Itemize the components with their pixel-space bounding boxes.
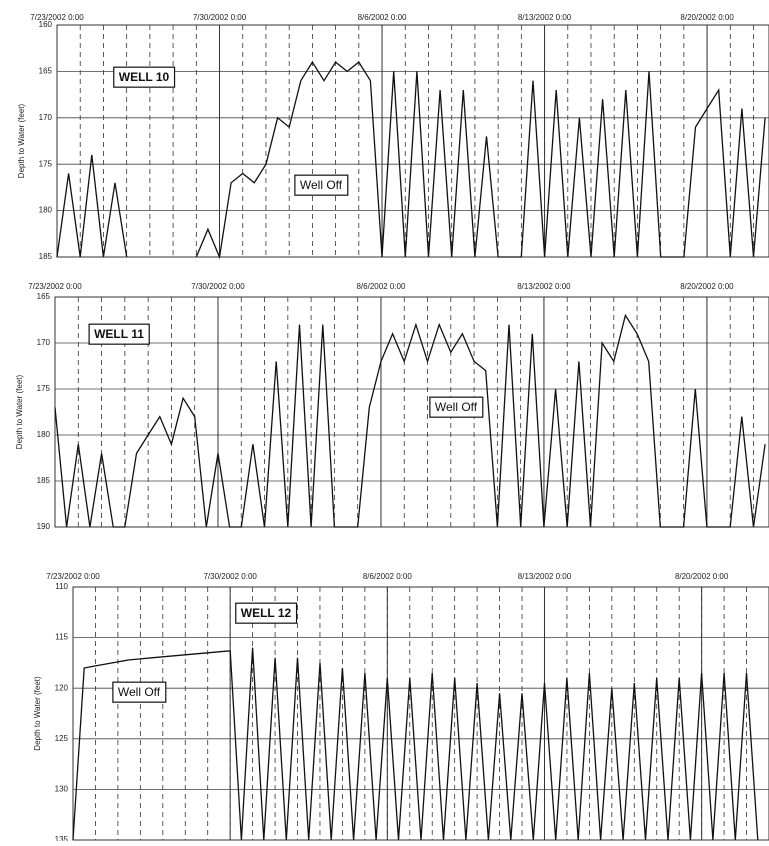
y-axis-title: Depth to Water (feet)	[15, 374, 24, 449]
x-tick-label: 8/20/2002 0:00	[675, 572, 729, 581]
x-tick-label: 7/23/2002 0:00	[30, 13, 84, 22]
well-label: WELL 12	[241, 606, 292, 620]
x-tick-label: 7/23/2002 0:00	[46, 572, 100, 581]
x-tick-label: 8/6/2002 0:00	[358, 13, 407, 22]
x-tick-label: 8/20/2002 0:00	[680, 282, 734, 291]
y-tick-label: 165	[39, 67, 53, 76]
x-tick-label: 7/30/2002 0:00	[193, 13, 247, 22]
y-axis-title: Depth to Water (feet)	[33, 676, 42, 751]
y-tick-label: 175	[37, 384, 51, 393]
y-tick-label: 175	[39, 159, 53, 168]
well-label-box	[235, 602, 298, 624]
y-tick-label: 135	[55, 835, 69, 841]
well-label: WELL 11	[94, 327, 144, 341]
data-line	[72, 647, 759, 841]
plot-frame	[72, 586, 769, 841]
y-tick-label: 185	[39, 252, 53, 261]
x-tick-label: 8/20/2002 0:00	[680, 13, 734, 22]
annotation-box	[112, 681, 167, 703]
y-tick-label: 130	[55, 785, 69, 794]
well-label-box	[113, 66, 176, 88]
x-tick-label: 7/23/2002 0:00	[28, 282, 82, 291]
x-tick-label: 8/6/2002 0:00	[356, 282, 405, 291]
y-tick-label: 120	[55, 683, 69, 692]
y-tick-label: 170	[39, 113, 53, 122]
data-line	[56, 60, 766, 260]
data-line	[54, 313, 766, 528]
x-tick-label: 7/30/2002 0:00	[203, 572, 257, 581]
y-tick-label: 180	[37, 430, 51, 439]
y-axis-title: Depth to Water (feet)	[17, 103, 26, 178]
annotation-box	[429, 396, 484, 418]
x-tick-label: 7/30/2002 0:00	[191, 282, 245, 291]
x-tick-label: 8/13/2002 0:00	[518, 13, 572, 22]
y-tick-label: 185	[37, 476, 51, 485]
well-label: WELL 10	[119, 70, 170, 84]
y-tick-label: 110	[55, 582, 68, 591]
plot-frame	[56, 24, 769, 258]
x-tick-label: 8/13/2002 0:00	[518, 572, 572, 581]
well-label-box	[88, 323, 150, 345]
y-tick-label: 180	[39, 206, 53, 215]
y-tick-label: 115	[55, 633, 68, 642]
x-tick-label: 8/13/2002 0:00	[517, 282, 571, 291]
annotation: Well Off	[118, 685, 161, 699]
y-tick-label: 190	[37, 522, 51, 531]
y-tick-label: 165	[37, 292, 51, 301]
plot-frame	[54, 296, 769, 528]
y-tick-label: 170	[37, 338, 51, 347]
annotation: Well Off	[435, 400, 478, 414]
annotation: Well Off	[300, 178, 343, 192]
y-tick-label: 125	[55, 734, 69, 743]
y-tick-label: 160	[39, 20, 53, 29]
annotation-box	[294, 174, 349, 196]
x-tick-label: 8/6/2002 0:00	[363, 572, 412, 581]
